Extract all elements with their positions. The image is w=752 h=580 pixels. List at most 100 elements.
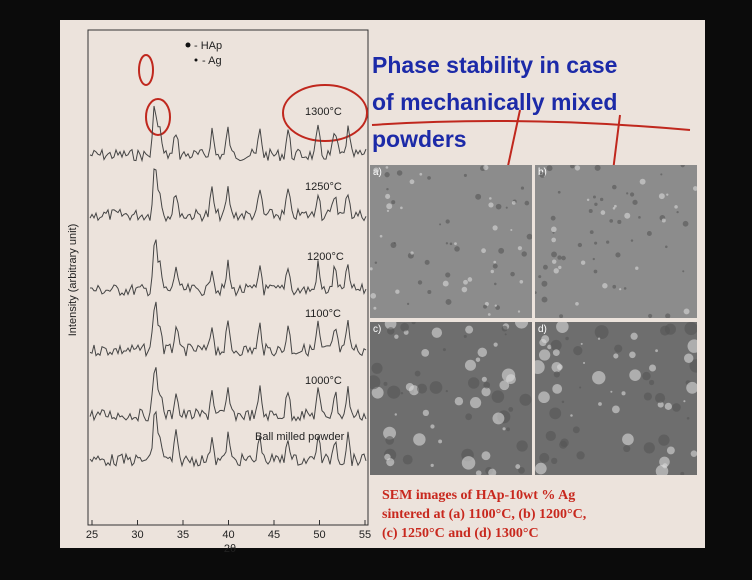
curve-label: Ball milled powder (255, 431, 345, 443)
curve-label: 1300°C (305, 106, 342, 118)
grain (689, 359, 697, 373)
grain (475, 470, 482, 475)
grain (632, 199, 638, 205)
grain (664, 402, 672, 410)
grain (551, 251, 557, 258)
sem-image: b) (535, 165, 697, 318)
grain (386, 458, 395, 467)
grain (384, 172, 390, 178)
grain (612, 405, 620, 414)
grain (414, 370, 421, 377)
grain (683, 353, 694, 363)
grain (427, 176, 431, 180)
grain (402, 454, 413, 465)
grain (614, 344, 623, 353)
grain (558, 265, 562, 270)
grain (492, 412, 505, 425)
grain (547, 344, 552, 350)
grain (602, 283, 608, 289)
sem-image: a) (370, 165, 532, 318)
grain (597, 337, 601, 340)
grain (593, 269, 598, 274)
grain (427, 290, 432, 295)
grain (642, 371, 651, 381)
sem-texture (370, 322, 532, 475)
grain (600, 210, 606, 215)
grain (431, 327, 443, 338)
panel-label: c) (373, 324, 382, 335)
grain (676, 211, 679, 214)
grain (449, 242, 453, 246)
grain (468, 377, 480, 389)
legend-dot (194, 58, 198, 62)
grain (475, 193, 482, 200)
grain (467, 277, 473, 282)
spectrum (89, 105, 367, 163)
grain (374, 261, 378, 264)
grain (617, 219, 622, 225)
grain (417, 280, 423, 285)
grain (506, 427, 511, 432)
x-tick-label: 35 (177, 529, 189, 541)
grain (684, 322, 697, 336)
grain (550, 339, 562, 351)
grain (583, 361, 586, 364)
grain (553, 268, 559, 274)
grain (657, 401, 664, 408)
grain (501, 325, 508, 332)
grain (630, 332, 638, 340)
grain (643, 392, 652, 401)
grain (658, 193, 665, 200)
grain (514, 322, 529, 329)
grain (580, 342, 583, 345)
grain (599, 197, 604, 202)
grain (481, 248, 486, 254)
grain (609, 219, 614, 223)
grain (483, 165, 489, 171)
grain (383, 381, 388, 386)
grain (638, 216, 641, 219)
legend-entry: - Ag (202, 55, 222, 67)
caption-line: SEM images of HAp-10wt % Ag (382, 488, 576, 503)
grain (495, 203, 502, 210)
curve-label: 1100°C (305, 308, 341, 320)
grain (586, 198, 590, 202)
grain (493, 260, 497, 264)
grain (589, 230, 594, 234)
grain (524, 200, 530, 206)
grain (520, 186, 525, 190)
grain (492, 263, 498, 269)
grain (612, 206, 616, 210)
x-tick-label: 40 (222, 529, 234, 541)
grain (576, 451, 585, 460)
grain (613, 204, 617, 208)
grain (629, 369, 641, 381)
grain (487, 313, 491, 316)
grain (391, 200, 396, 205)
grain (551, 237, 557, 243)
grain (658, 434, 670, 446)
grain (649, 379, 655, 386)
grain (429, 381, 443, 394)
caption-line: (c) 1250°C and (d) 1300°C (382, 526, 539, 541)
grain (526, 233, 532, 240)
grain (624, 212, 631, 219)
grain (666, 193, 669, 196)
grain (606, 240, 610, 244)
grain (619, 288, 622, 291)
grain (551, 259, 557, 264)
grain (623, 287, 627, 290)
grain (535, 360, 545, 375)
grain (660, 173, 663, 176)
grain (386, 187, 389, 191)
grain (535, 291, 537, 294)
grain (488, 468, 497, 475)
grain (384, 322, 397, 330)
grain (556, 322, 569, 333)
grain (445, 219, 450, 224)
grain (430, 424, 435, 429)
grain (464, 359, 477, 371)
grain (481, 451, 491, 461)
grain (580, 260, 586, 265)
